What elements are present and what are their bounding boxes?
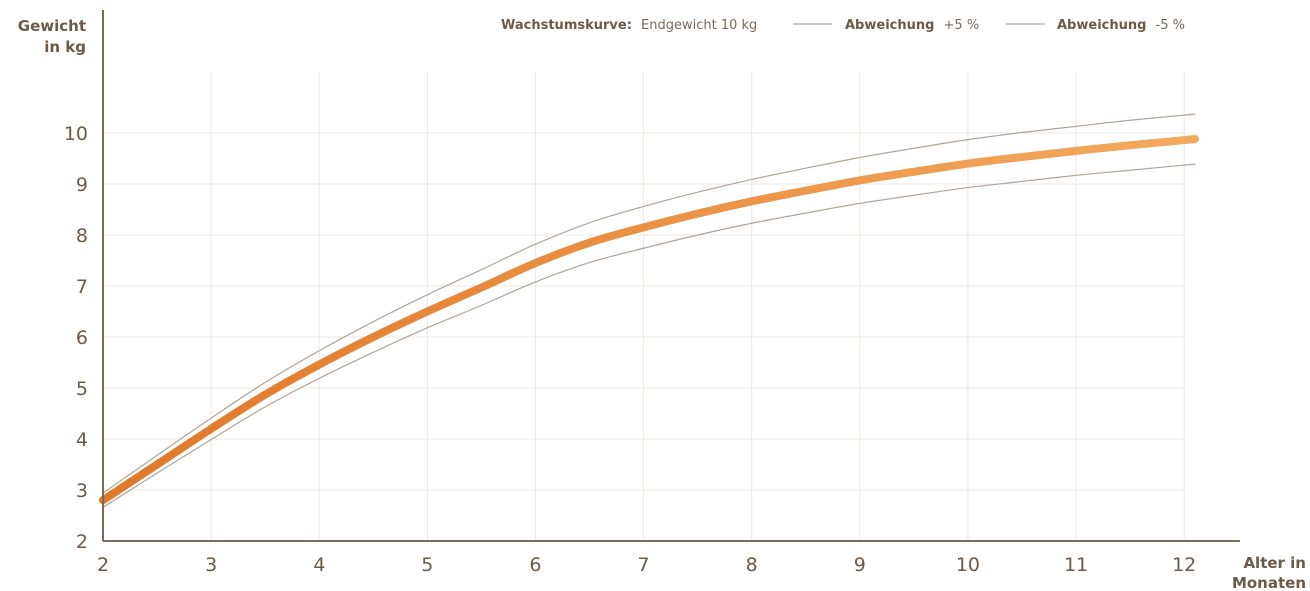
y-tick-label-6: 6 bbox=[76, 327, 88, 349]
x-tick-label-7: 7 bbox=[638, 554, 650, 576]
x-tick-label-5: 5 bbox=[421, 554, 433, 576]
y-tick-label-8: 8 bbox=[76, 225, 88, 247]
x-tick-label-2: 2 bbox=[97, 554, 109, 576]
y-tick-label-2: 2 bbox=[76, 531, 88, 553]
x-tick-label-11: 11 bbox=[1064, 554, 1088, 576]
x-axis-label-line2: Monaten bbox=[1232, 574, 1306, 591]
x-tick-label-4: 4 bbox=[313, 554, 325, 576]
legend: Wachstumskurve: Endgewicht 10 kg Abweich… bbox=[448, 14, 1185, 33]
y-axis-label-line1: Gewicht bbox=[18, 17, 86, 35]
legend-entry-main: Wachstumskurve: Endgewicht 10 kg bbox=[501, 14, 757, 33]
legend-entry-plus: Abweichung +5 % bbox=[845, 14, 979, 33]
x-tick-label-6: 6 bbox=[529, 554, 541, 576]
tick-labels: 2 3 4 5 6 7 8 9 10 11 12 2 3 4 5 6 7 8 9 10 bbox=[64, 123, 1196, 576]
legend-main-bold: Wachstumskurve: bbox=[501, 18, 632, 33]
series-line-minus5 bbox=[102, 163, 1196, 508]
y-tick-label-4: 4 bbox=[76, 429, 88, 451]
series-line-plus5 bbox=[102, 113, 1196, 494]
y-tick-label-9: 9 bbox=[76, 174, 88, 196]
axes bbox=[102, 10, 1240, 542]
x-tick-label-3: 3 bbox=[205, 554, 217, 576]
legend-minus-bold: Abweichung bbox=[1057, 18, 1146, 33]
legend-entry-minus: Abweichung -5 % bbox=[1057, 14, 1185, 33]
x-tick-label-9: 9 bbox=[854, 554, 866, 576]
series-lines bbox=[99, 113, 1199, 508]
series-line-main bbox=[99, 135, 1199, 505]
y-tick-label-10: 10 bbox=[64, 123, 88, 145]
x-tick-label-8: 8 bbox=[746, 554, 758, 576]
legend-main-rest: Endgewicht 10 kg bbox=[641, 18, 757, 33]
legend-plus-rest: +5 % bbox=[944, 18, 980, 33]
y-axis-label-line2: in kg bbox=[44, 38, 86, 56]
legend-plus-bold: Abweichung bbox=[845, 18, 934, 33]
y-tick-label-3: 3 bbox=[76, 480, 88, 502]
x-axis-label-line1: Alter in bbox=[1243, 554, 1306, 572]
y-tick-label-5: 5 bbox=[76, 378, 88, 400]
x-tick-label-10: 10 bbox=[956, 554, 980, 576]
y-tick-label-7: 7 bbox=[76, 276, 88, 298]
legend-minus-rest: -5 % bbox=[1156, 18, 1185, 33]
x-tick-label-12: 12 bbox=[1172, 554, 1196, 576]
grid-lines bbox=[103, 72, 1185, 541]
